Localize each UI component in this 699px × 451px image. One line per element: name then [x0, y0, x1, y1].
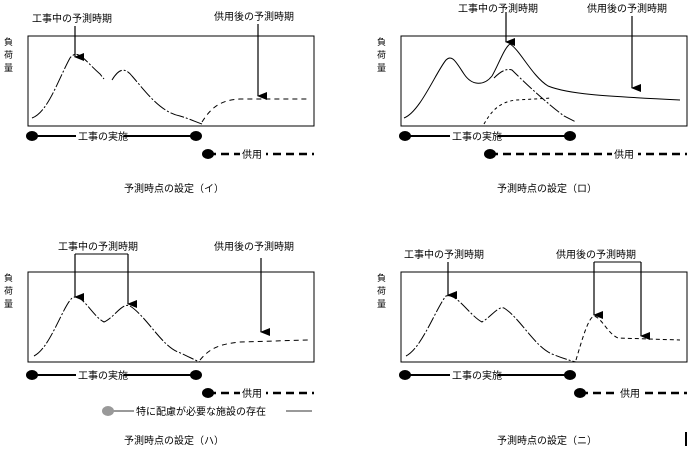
panel-i-during-construction-label: 工事中の予測時期 [32, 12, 112, 25]
panel-ni-construction-load-curve [405, 295, 577, 363]
svg-text:負: 負 [377, 36, 386, 48]
panel-ha-special-facility-label: 特に配慮が必要な施設の存在 [136, 405, 266, 418]
panel-ni: 負 荷 量 工事中の予測時期 供用後の予測時期 工事の実施 供用 予測時点の設定… [377, 248, 688, 447]
panel-ni-during-construction-label: 工事中の予測時期 [404, 248, 484, 261]
panel-ni-frame [400, 271, 688, 363]
panel-ro: 負 荷 量 工事中の予測時期 供用後の予測時期 工事の実施 供用 予測時点の設定… [377, 2, 688, 195]
svg-text:負: 負 [377, 272, 386, 284]
svg-text:量: 量 [4, 63, 13, 74]
panel-ha-after-operation-label: 供用後の予測時期 [214, 240, 294, 253]
svg-text:荷: 荷 [4, 50, 13, 61]
panel-i: 負 荷 量 工事中の予測時期 供用後の予測時期 工事の実施 供用 予測時点の設定… [4, 10, 315, 195]
svg-text:荷: 荷 [4, 286, 13, 297]
panel-ha-construction-start-dot [26, 370, 38, 380]
corner-mark [685, 432, 687, 446]
panel-ni-caption: 予測時点の設定（ニ） [497, 434, 597, 447]
panel-ha-operation-label: 供用 [242, 387, 262, 400]
panel-ro-operation-label: 供用 [614, 148, 634, 161]
panel-ro-construction-end-dot [564, 131, 576, 141]
panel-ni-operation-start-dot [574, 388, 586, 398]
panel-ni-after-operation-label: 供用後の予測時期 [556, 248, 636, 261]
panel-ro-construction-label: 工事の実施 [452, 130, 502, 143]
panel-ha-special-facility-dot [102, 406, 114, 416]
panel-ni-operation-load-curve [575, 315, 681, 361]
panel-i-construction-start-dot [26, 131, 38, 141]
panel-ro-construction-load-curve [493, 69, 577, 123]
panel-ha: 負 荷 量 工事中の予測時期 供用後の予測時期 工事の実施 供用 特に配慮が必要… [4, 240, 315, 447]
panel-ha-operation-start-dot [202, 388, 214, 398]
panel-ro-frame [400, 35, 688, 127]
svg-text:荷: 荷 [377, 286, 386, 297]
panel-ni-operation-label: 供用 [620, 387, 640, 400]
panel-ro-y-label: 負 荷 量 [377, 36, 386, 74]
panel-i-after-operation-label: 供用後の予測時期 [214, 10, 294, 23]
panel-ha-during-construction-label: 工事中の予測時期 [58, 240, 138, 253]
panel-ha-construction-load-curve [33, 296, 201, 363]
panel-ro-construction-start-dot [399, 131, 411, 141]
panel-ha-construction-end-dot [190, 370, 202, 380]
panel-i-caption: 予測時点の設定（イ） [124, 182, 224, 195]
svg-text:量: 量 [4, 299, 13, 310]
panel-ni-construction-label: 工事の実施 [452, 369, 502, 382]
panel-i-construction-end-dot [190, 131, 202, 141]
panel-ha-y-label: 負 荷 量 [4, 272, 13, 310]
panel-ro-combined-load-curve [403, 43, 681, 119]
panel-i-frame [27, 35, 315, 127]
panel-ro-operation-start-dot [484, 149, 496, 159]
svg-text:荷: 荷 [377, 50, 386, 61]
panel-i-operation-start-dot [202, 149, 214, 159]
panel-ha-operation-load-curve [199, 339, 309, 361]
panel-ro-after-operation-label: 供用後の予測時期 [587, 2, 667, 15]
panel-ni-construction-start-dot [399, 370, 411, 380]
panel-ro-during-construction-label: 工事中の予測時期 [458, 2, 538, 15]
svg-text:負: 負 [4, 36, 13, 48]
svg-text:量: 量 [377, 63, 386, 74]
panel-ni-y-label: 負 荷 量 [377, 272, 386, 310]
svg-text:量: 量 [377, 299, 386, 310]
panel-i-construction-label: 工事の実施 [78, 130, 128, 143]
svg-text:負: 負 [4, 272, 13, 284]
panel-ro-operation-load-curve [483, 97, 553, 125]
panel-ha-caption: 予測時点の設定（ハ） [124, 434, 224, 447]
panel-ni-construction-end-dot [564, 370, 576, 380]
panel-ha-frame [27, 271, 315, 363]
panel-i-operation-label: 供用 [242, 148, 262, 161]
panel-ro-caption: 予測時点の設定（ロ） [497, 182, 597, 195]
panel-ha-construction-label: 工事の実施 [78, 369, 128, 382]
panel-i-construction-load-curve [31, 53, 203, 125]
panel-i-y-label: 負 荷 量 [4, 36, 13, 74]
panel-i-operation-load-curve [201, 98, 310, 123]
